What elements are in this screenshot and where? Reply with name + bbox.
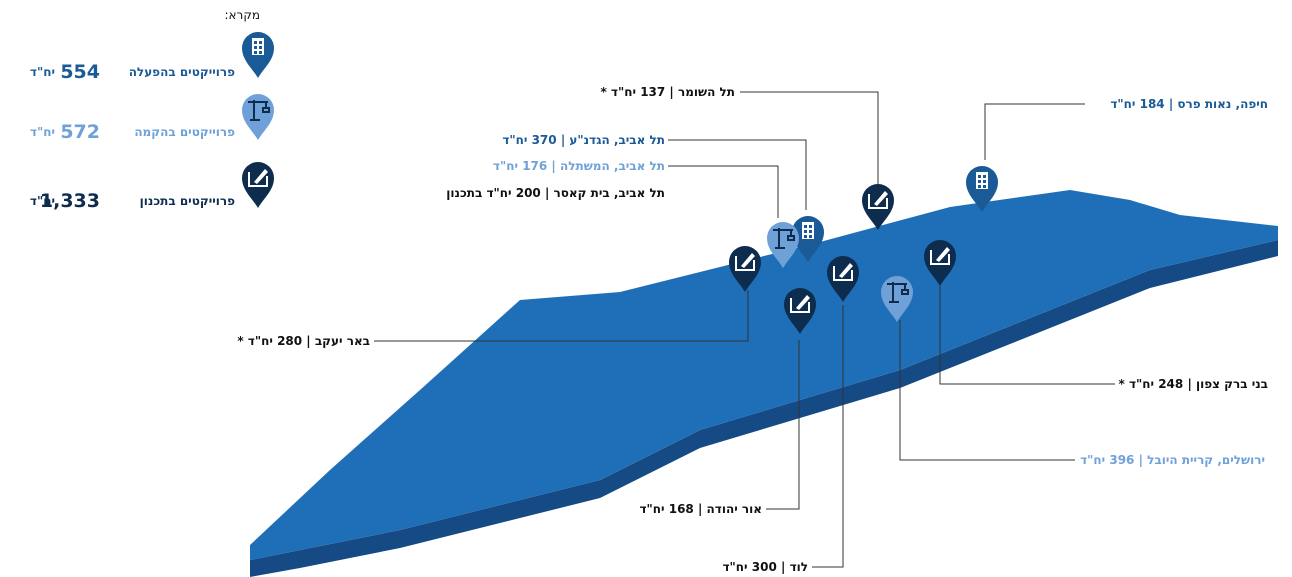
map-side (250, 240, 1278, 577)
leader-lines (374, 91, 1115, 568)
location-label: תל אביב, בית קאסר | 200 יח"ד בתכנון (446, 186, 665, 200)
location-label: ירושלים, קריית היובל | 396 יח"ד (1080, 453, 1265, 467)
legend-title: מקרא: (224, 8, 260, 22)
legend-label: פרוייקטים בתכנון (139, 194, 235, 208)
location-label: אור יהודה | 168 יח"ד (639, 502, 762, 516)
legend-count: 554 (60, 61, 100, 83)
location-label: בני ברק צפון | 248 יח"ד * (1118, 377, 1268, 391)
legend-count: 572 (60, 121, 100, 143)
legend-unit: יח"ד (29, 125, 55, 139)
location-label: באר יעקב | 280 יח"ד * (237, 334, 370, 348)
location-label: תל השומר | 137 יח"ד * (600, 85, 735, 99)
map-top (250, 190, 1278, 560)
location-label: תל אביב, הגדנ"ע | 370 יח"ד (502, 133, 665, 147)
location-label: לוד | 300 יח"ד (722, 560, 809, 574)
location-label: תל אביב, המשתלה | 176 יח"ד (492, 159, 665, 173)
legend-label: פרוייקטים בהפעלה (128, 65, 235, 79)
legend-unit: יח"ד (29, 194, 55, 208)
pins (241, 32, 998, 335)
legend-unit: יח"ד (29, 65, 55, 79)
legend-count: 1,333 (39, 190, 100, 212)
location-label: חיפה, נאות פרס | 184 יח"ד (1110, 97, 1268, 111)
legend-label: פרוייקטים בהקמה (134, 125, 235, 139)
